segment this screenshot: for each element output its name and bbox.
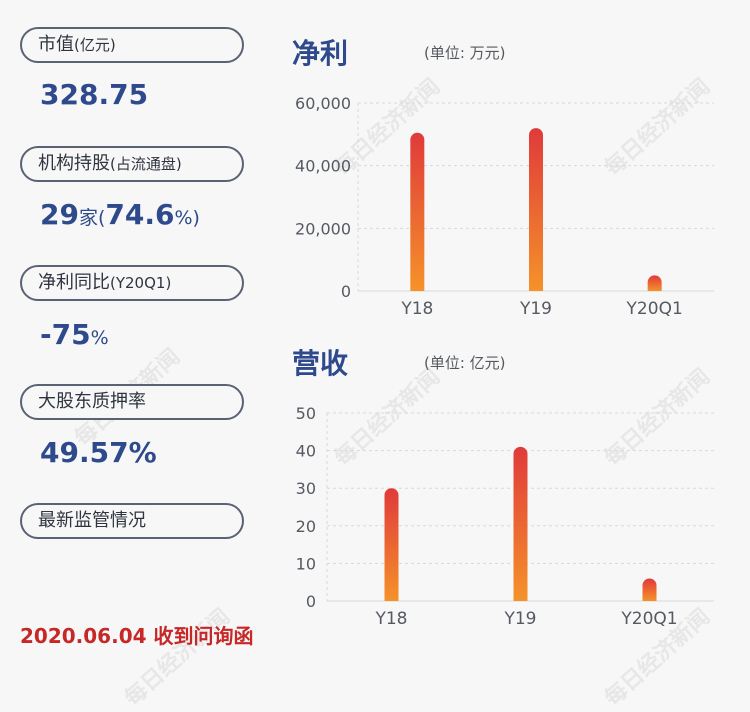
market-cap-value: 328.75 bbox=[40, 78, 149, 111]
pledge-label-text: 大股东质押率 bbox=[38, 391, 146, 412]
market-cap-label-unit: (亿元) bbox=[74, 36, 116, 54]
profit-yoy-label-text: 净利同比 bbox=[38, 272, 110, 293]
y-tick-label: 0 bbox=[306, 592, 316, 611]
market-cap-label-text: 市值 bbox=[38, 34, 74, 55]
y-tick-label: 20,000 bbox=[295, 219, 351, 238]
profit-yoy-value: -75% bbox=[40, 318, 109, 351]
y-tick-label: 20 bbox=[296, 517, 316, 536]
bar-y18 bbox=[384, 488, 399, 601]
market-cap-label: 市值(亿元) bbox=[20, 27, 244, 63]
pledge-label: 大股东质押率 bbox=[20, 384, 244, 420]
footer-notice: 2020.06.04 收到问询函 bbox=[20, 624, 254, 648]
latest-label: 最新监管情况 bbox=[20, 503, 244, 539]
chart-title-revenue: 营收 bbox=[292, 347, 349, 380]
bar-y19 bbox=[513, 446, 528, 601]
bar-y18 bbox=[410, 132, 425, 291]
x-tick-label: Y20Q1 bbox=[626, 299, 683, 319]
y-tick-label: 50 bbox=[296, 404, 316, 423]
x-tick-label: Y18 bbox=[400, 299, 433, 319]
x-tick-label: Y19 bbox=[519, 299, 552, 319]
profit-yoy-number: -75 bbox=[40, 318, 91, 351]
pledge-value: 49.57% bbox=[40, 436, 157, 469]
bar-y20q1 bbox=[647, 275, 662, 291]
y-tick-label: 0 bbox=[341, 282, 351, 301]
x-tick-label: Y19 bbox=[503, 609, 536, 629]
institutional-percent: 74.6 bbox=[105, 198, 175, 231]
latest-label-text: 最新监管情况 bbox=[38, 510, 146, 531]
revenue-chart: 0 10 20 30 40 50 Y18 Y19 Y20Q1 bbox=[296, 404, 714, 629]
x-tick-label: Y18 bbox=[374, 609, 407, 629]
institutional-label-text: 机构持股 bbox=[38, 153, 110, 174]
profit-yoy-label: 净利同比(Y20Q1) bbox=[20, 265, 244, 301]
institutional-count-unit: 家 bbox=[78, 207, 98, 229]
chart-unit-revenue: (单位: 亿元) bbox=[424, 354, 506, 372]
bar-y20q1 bbox=[642, 578, 657, 601]
institutional-label-unit: (占流通盘) bbox=[110, 155, 182, 173]
y-tick-label: 10 bbox=[296, 554, 316, 573]
profit-yoy-label-unit: (Y20Q1) bbox=[110, 274, 172, 292]
institutional-paren: ( bbox=[97, 207, 106, 229]
institutional-count: 29 bbox=[40, 198, 79, 231]
chart-title-net-profit: 净利 bbox=[292, 37, 349, 70]
x-tick-label: Y20Q1 bbox=[620, 609, 677, 629]
chart-unit-net-profit: (单位: 万元) bbox=[424, 44, 506, 62]
y-tick-label: 40,000 bbox=[295, 157, 351, 176]
institutional-label: 机构持股(占流通盘) bbox=[20, 146, 244, 182]
bar-y19 bbox=[529, 128, 543, 291]
charts-canvas: 0 20,000 40,000 60,000 Y18 Y19 Y20Q1 0 10 20 30 40… bbox=[295, 94, 714, 629]
institutional-value: 29家(74.6%) bbox=[40, 198, 200, 231]
profit-yoy-unit: % bbox=[90, 327, 109, 349]
net-profit-chart: 0 20,000 40,000 60,000 Y18 Y19 Y20Q1 bbox=[295, 94, 714, 319]
y-tick-label: 30 bbox=[296, 479, 316, 498]
y-tick-label: 60,000 bbox=[295, 94, 351, 113]
y-tick-label: 40 bbox=[296, 442, 316, 461]
institutional-percent-unit: %) bbox=[174, 207, 200, 229]
